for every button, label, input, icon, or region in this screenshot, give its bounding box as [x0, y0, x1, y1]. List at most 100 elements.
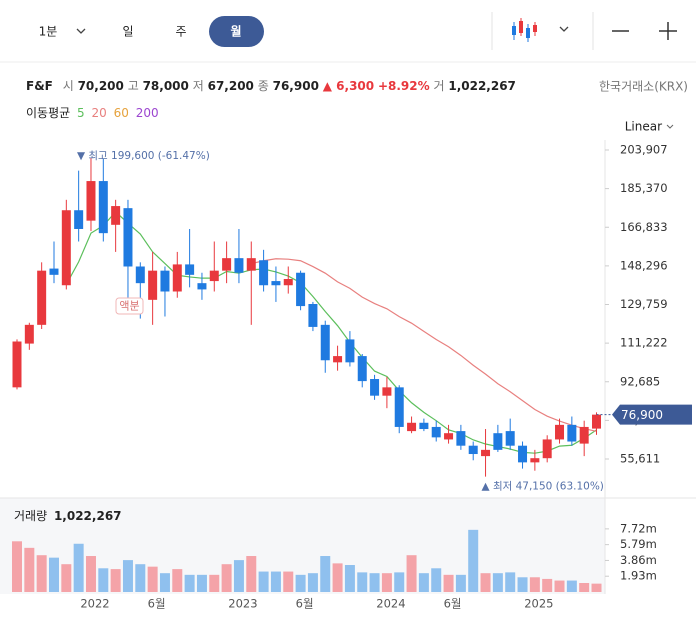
- candle: [431, 420, 441, 442]
- candle-body: [394, 387, 404, 427]
- candle-body: [579, 426, 589, 444]
- x-tick-label: 6월: [444, 597, 462, 611]
- volume-bar: [209, 574, 220, 592]
- y-tick-label: 166,833: [620, 220, 668, 234]
- volume-bar: [172, 569, 183, 592]
- volume-bar: [381, 573, 392, 592]
- quote-line: F&F 시 70,200 고 78,000 저 67,200 종 76,900 …: [26, 79, 516, 93]
- event-label: 액분: [119, 300, 139, 313]
- candle-body: [259, 260, 269, 286]
- volume-bar: [455, 574, 466, 592]
- candle-body: [86, 181, 96, 221]
- candle: [370, 374, 380, 400]
- last-price-label: 76,900: [621, 408, 663, 422]
- moving-average-line: [251, 258, 597, 432]
- field-label: 거: [433, 79, 444, 93]
- volume-bar: [332, 563, 343, 592]
- y-tick-label: 55,611: [620, 452, 660, 466]
- low-annotation: ▲ 최저 47,150 (63.10%): [482, 481, 604, 493]
- volume-bar: [591, 583, 602, 592]
- candle: [37, 262, 47, 330]
- candle-body: [209, 270, 219, 282]
- scale-mode[interactable]: Linear: [625, 120, 662, 134]
- candle: [148, 251, 158, 325]
- volume-title: 거래량 1,022,267: [14, 509, 122, 523]
- candle-body: [456, 431, 466, 446]
- candle-body: [172, 264, 182, 292]
- candle-body: [345, 339, 355, 363]
- candle-body: [542, 439, 552, 459]
- volume-bar: [283, 571, 294, 592]
- candle: [419, 418, 429, 432]
- candle: [197, 272, 207, 300]
- ma-legend-entry: 5: [77, 106, 85, 120]
- volume-tick-label: 1.93m: [620, 569, 657, 583]
- dropdown-chevron[interactable]: [76, 28, 86, 34]
- volume-bar: [542, 578, 553, 592]
- volume-bar: [369, 573, 380, 592]
- candle: [222, 241, 232, 284]
- candle: [185, 228, 195, 288]
- interval-button[interactable]: 일: [122, 25, 133, 39]
- dropdown-chevron[interactable]: [559, 26, 569, 32]
- zoom-in-button[interactable]: [659, 22, 677, 40]
- selected-pill[interactable]: [209, 16, 264, 47]
- candle: [49, 241, 59, 284]
- candle: [283, 266, 293, 294]
- candle-body: [24, 324, 34, 344]
- candle: [394, 385, 404, 434]
- candle-body: [98, 181, 108, 234]
- candle: [555, 418, 565, 444]
- change-pct: +8.92%: [378, 79, 430, 93]
- volume-bar: [480, 573, 491, 592]
- exchange: 한국거래소(KRX): [599, 80, 688, 94]
- volume-label: 거래량: [14, 509, 47, 523]
- volume-bar: [110, 569, 121, 592]
- chart-type-icon[interactable]: [512, 18, 537, 42]
- candle: [271, 266, 281, 302]
- candle: [12, 339, 22, 390]
- candle: [468, 441, 478, 461]
- volume-bar: [529, 577, 540, 592]
- y-tick-label: 111,222: [620, 336, 668, 350]
- scale-chevron[interactable]: [666, 124, 674, 129]
- volume-bar: [221, 564, 232, 592]
- candle-body: [407, 422, 417, 432]
- candle: [493, 424, 503, 452]
- volume-bar: [443, 574, 454, 592]
- volume-bar: [122, 560, 133, 592]
- candle: [456, 424, 466, 450]
- candle-body: [296, 272, 306, 307]
- volume-bar: [159, 573, 170, 592]
- candle: [444, 424, 454, 444]
- moving-average-line: [65, 211, 597, 454]
- volume-bar: [36, 555, 47, 592]
- interval-button[interactable]: 1분: [39, 25, 58, 39]
- stock-name: F&F: [26, 79, 53, 93]
- candle-body: [283, 278, 293, 286]
- volume-bar: [184, 574, 195, 592]
- candle: [123, 199, 133, 305]
- candle-body: [37, 270, 47, 325]
- candle: [518, 441, 528, 469]
- candle-body: [123, 208, 133, 267]
- y-tick-label: 92,685: [620, 374, 660, 388]
- candle-body: [357, 356, 367, 382]
- candle-body: [160, 270, 170, 292]
- candle-body: [111, 206, 121, 225]
- volume-bar: [468, 529, 479, 592]
- ma-legend-title: 이동평균: [26, 106, 70, 120]
- candle: [160, 266, 170, 317]
- volume-bar: [406, 555, 417, 592]
- x-tick-label: 2024: [376, 597, 405, 611]
- volume-bar: [394, 572, 405, 592]
- volume-bar: [357, 572, 368, 592]
- interval-button[interactable]: 주: [175, 25, 186, 39]
- interval-button-selected[interactable]: 월: [230, 24, 241, 39]
- x-tick-label: 6월: [296, 597, 314, 611]
- x-tick-label: 2023: [228, 597, 257, 611]
- candle-body: [234, 258, 244, 273]
- volume-bar: [295, 574, 306, 592]
- high-annotation: ▼ 최고 199,600 (-61.47%): [77, 150, 210, 162]
